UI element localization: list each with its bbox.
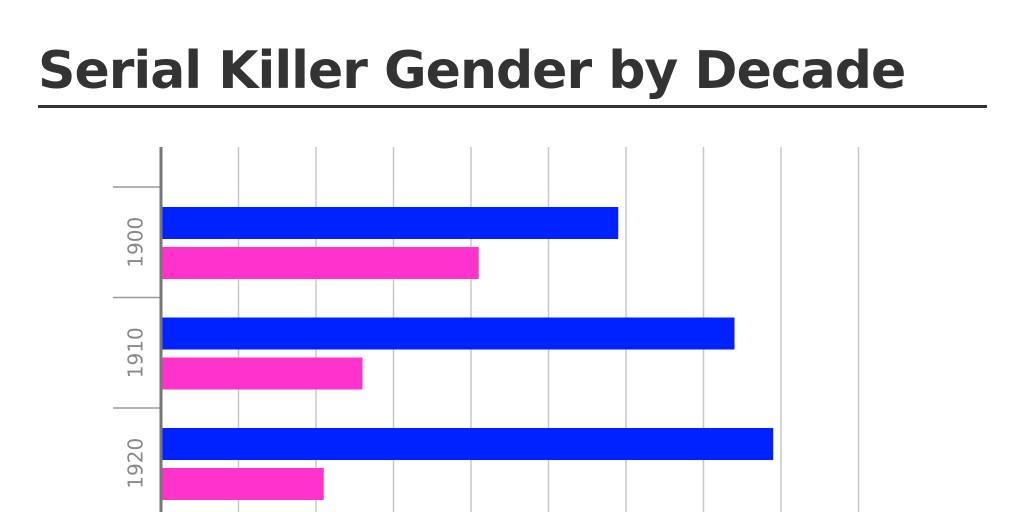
chart-title: Serial Killer Gender by Decade bbox=[38, 41, 905, 101]
bar bbox=[161, 468, 324, 500]
bar bbox=[161, 428, 774, 460]
y-tick-label: 1920 bbox=[124, 438, 148, 489]
y-tick-label: 1910 bbox=[124, 327, 148, 378]
bar bbox=[161, 357, 363, 390]
y-tick-label: 1900 bbox=[124, 217, 148, 268]
bar bbox=[161, 207, 619, 239]
bar bbox=[161, 247, 479, 279]
bar bbox=[161, 317, 735, 350]
